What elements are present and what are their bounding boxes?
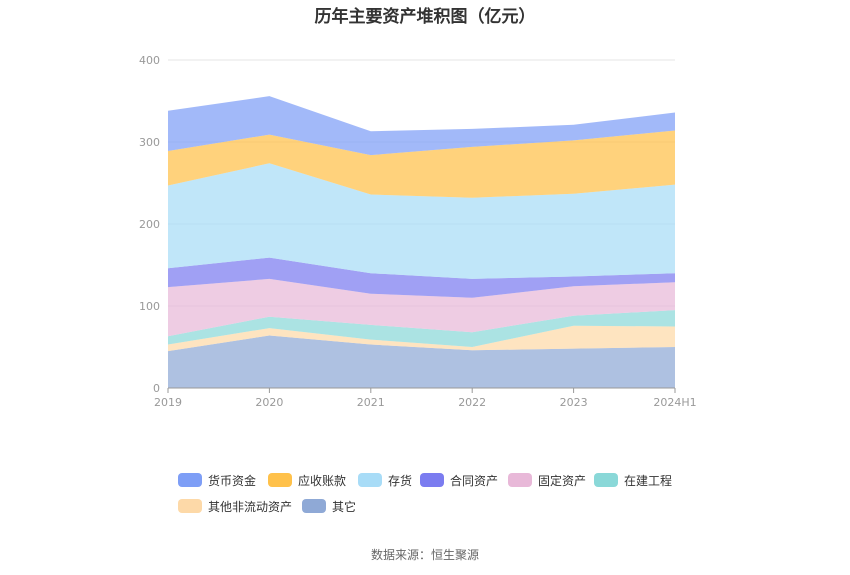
legend-swatch — [420, 473, 444, 487]
legend-item-other-noncurrent[interactable]: 其他非流动资产 — [178, 498, 292, 514]
x-tick-label-2023: 2023 — [560, 396, 588, 409]
legend-label: 固定资产 — [538, 473, 587, 488]
legend-label: 应收账款 — [298, 473, 347, 488]
x-tick-label-2024H1: 2024H1 — [653, 396, 696, 409]
legend-label: 在建工程 — [624, 473, 673, 488]
x-tick-label-2020: 2020 — [255, 396, 283, 409]
area-series-4[interactable] — [168, 257, 675, 298]
area-series-1[interactable] — [168, 325, 675, 352]
y-tick-label-400: 400 — [139, 54, 160, 67]
legend-swatch — [178, 499, 202, 513]
legend-swatch — [268, 473, 292, 487]
legend-item-construction[interactable]: 在建工程 — [594, 472, 672, 488]
x-tick-label-2021: 2021 — [357, 396, 385, 409]
legend-swatch — [302, 499, 326, 513]
legend-label: 其他非流动资产 — [208, 499, 293, 514]
chart-title: 历年主要资产堆积图（亿元） — [314, 7, 536, 27]
legend-label: 存货 — [388, 473, 413, 488]
legend-item-fixed-assets[interactable]: 固定资产 — [508, 472, 586, 488]
legend-label: 其它 — [332, 499, 357, 514]
legend-label: 合同资产 — [450, 473, 499, 488]
y-tick-label-100: 100 — [139, 300, 160, 313]
axes: 0 100 200 300 400 2019 2020 2021 2022 2023 2024H1 — [139, 54, 697, 409]
legend-swatch — [178, 473, 202, 487]
legend-item-inventory[interactable]: 存货 — [358, 472, 412, 488]
legend-item-other[interactable]: 其它 — [302, 498, 356, 514]
legend-swatch — [508, 473, 532, 487]
area-series-layer — [168, 96, 675, 388]
y-tick-label-0: 0 — [153, 382, 160, 395]
area-series-5[interactable] — [168, 163, 675, 279]
area-series-7[interactable] — [168, 96, 675, 156]
x-tick-label-2022: 2022 — [458, 396, 486, 409]
y-tick-label-200: 200 — [139, 218, 160, 231]
area-series-6[interactable] — [168, 130, 675, 198]
legend-swatch — [594, 473, 618, 487]
y-tick-label-300: 300 — [139, 136, 160, 149]
x-tick-label-2019: 2019 — [154, 396, 182, 409]
area-series-0[interactable] — [168, 335, 675, 389]
legend-label: 货币资金 — [208, 473, 257, 488]
data-source: 数据来源：恒生聚源 — [370, 548, 479, 562]
legend-item-receivables[interactable]: 应收账款 — [268, 472, 346, 488]
area-series-3[interactable] — [168, 278, 675, 337]
legend-item-contract-assets[interactable]: 合同资产 — [420, 472, 498, 488]
legend-item-cash[interactable]: 货币资金 — [178, 472, 256, 488]
area-series-2[interactable] — [168, 310, 675, 347]
legend-swatch — [358, 473, 382, 487]
